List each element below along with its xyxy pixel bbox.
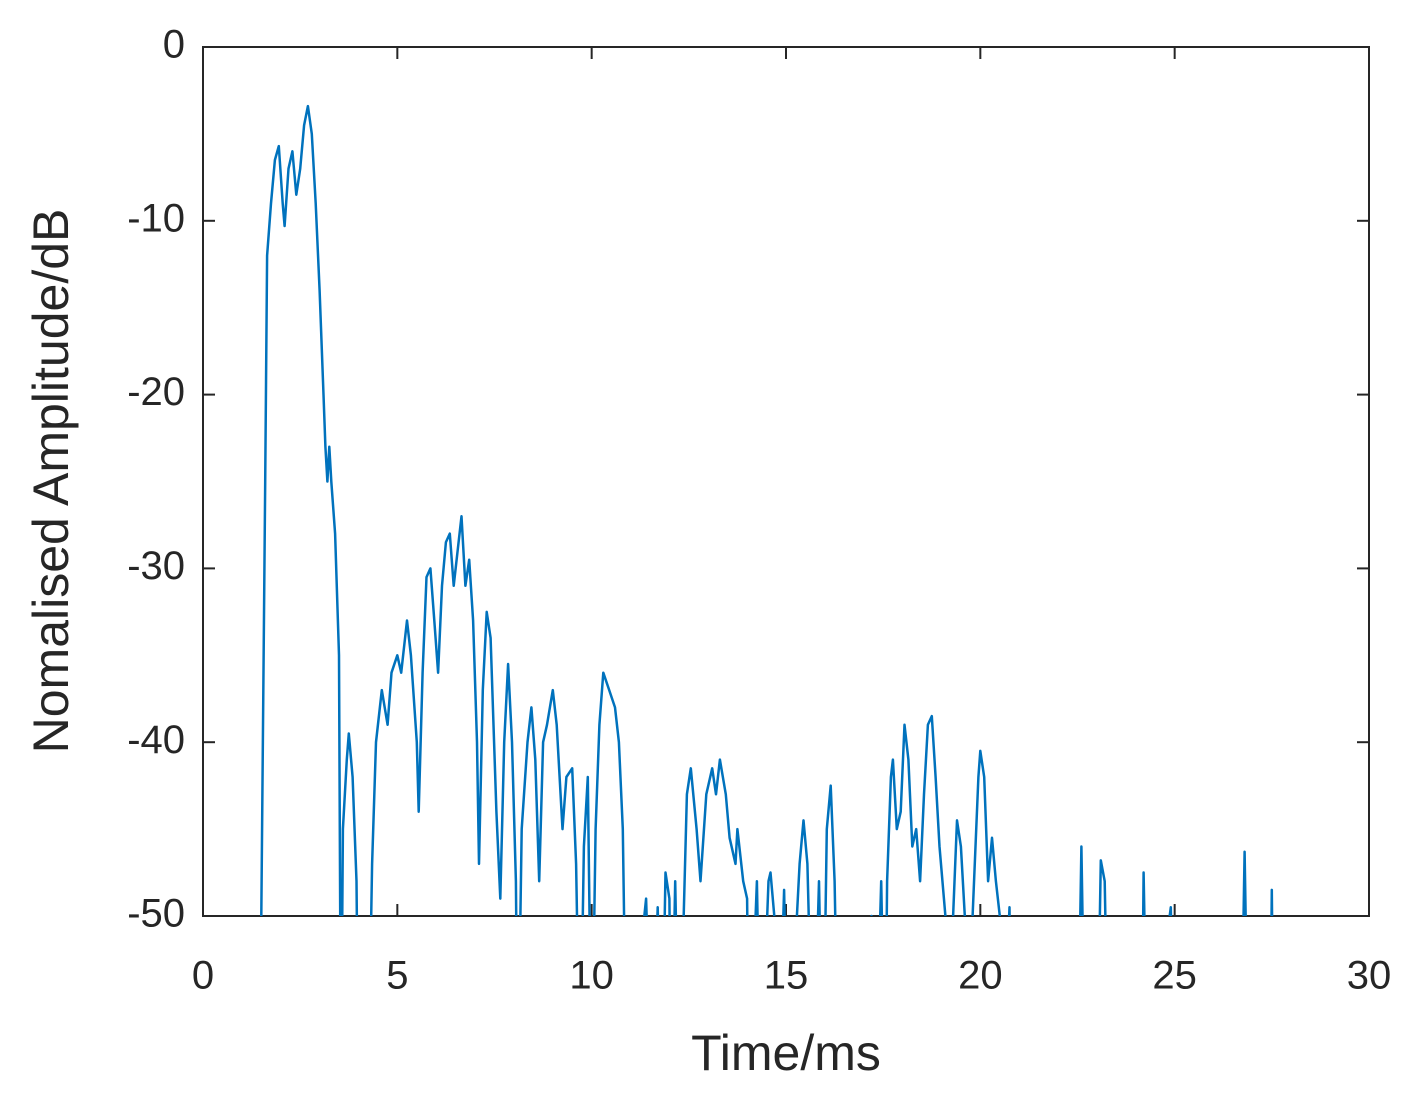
y-tick-label: 0 [163,23,185,67]
x-tick-label: 0 [192,954,214,998]
x-tick-label: 30 [1347,954,1392,998]
y-tick-label: -50 [127,892,185,936]
x-tick-label: 25 [1152,954,1197,998]
y-axis-label: Nomalised Amplitude/dB [23,209,79,754]
x-tick-label: 20 [958,954,1003,998]
y-tick-label: -20 [127,370,185,414]
y-tick-label: -40 [127,718,185,762]
data-line [260,104,1274,916]
y-tick-label: -30 [127,544,185,588]
y-tick-label: -10 [127,196,185,240]
x-axis-label: Time/ms [691,1025,881,1081]
plot-area [202,46,1370,917]
x-tick-label: 10 [569,954,614,998]
x-tick-label: 5 [386,954,408,998]
x-tick-label: 15 [764,954,809,998]
